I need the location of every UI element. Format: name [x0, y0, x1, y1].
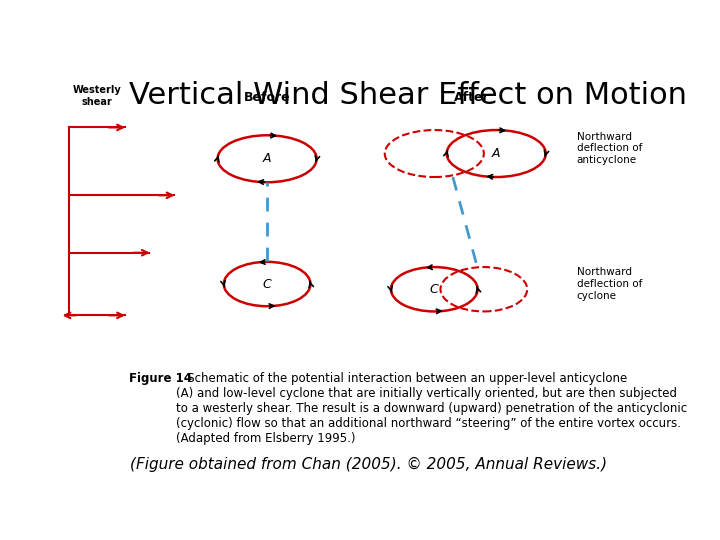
Text: Schematic of the potential interaction between an upper-level anticyclone
(A) an: Schematic of the potential interaction b… [176, 373, 688, 446]
Text: C: C [430, 283, 438, 296]
Text: After: After [454, 91, 490, 104]
Text: Northward
deflection of
anticyclone: Northward deflection of anticyclone [577, 132, 642, 165]
Text: Figure 14: Figure 14 [129, 373, 192, 386]
Text: C: C [263, 278, 271, 291]
Text: A: A [263, 152, 271, 165]
Text: Northward
deflection of
cyclone: Northward deflection of cyclone [577, 267, 642, 301]
Text: (Figure obtained from Chan (2005). © 2005, Annual Reviews.): (Figure obtained from Chan (2005). © 200… [130, 457, 608, 472]
Text: Vertical Wind Shear Effect on Motion: Vertical Wind Shear Effect on Motion [129, 82, 687, 111]
Text: Westerly
shear: Westerly shear [73, 85, 121, 106]
Text: A: A [492, 147, 500, 160]
Text: Before: Before [244, 91, 290, 104]
